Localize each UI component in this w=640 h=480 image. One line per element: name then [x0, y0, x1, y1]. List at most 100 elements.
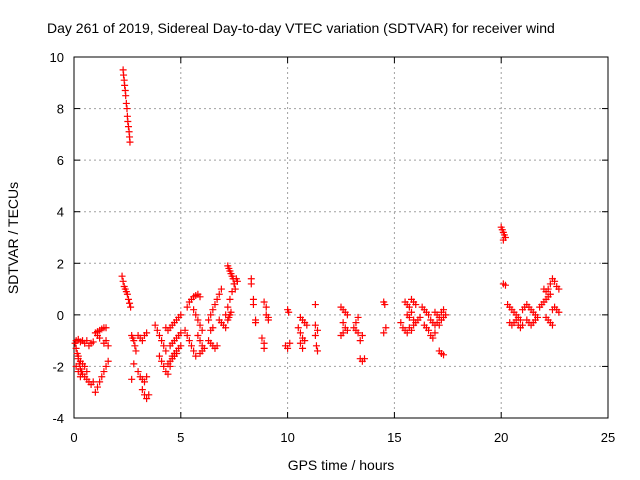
- x-tick-label: 20: [494, 430, 508, 445]
- data-point: [83, 337, 91, 345]
- data-point: [143, 395, 151, 403]
- data-point: [555, 285, 563, 293]
- chart-title: Day 261 of 2019, Sidereal Day-to-day VTE…: [47, 20, 555, 36]
- data-point: [343, 311, 351, 319]
- data-point: [435, 321, 443, 329]
- data-point: [405, 303, 413, 311]
- data-point: [158, 337, 166, 345]
- data-point: [227, 308, 235, 316]
- data-point: [134, 368, 142, 376]
- data-point: [155, 331, 163, 339]
- data-point: [96, 378, 104, 386]
- data-point: [211, 301, 219, 309]
- data-point: [153, 326, 161, 334]
- data-point: [431, 329, 439, 337]
- data-point: [534, 313, 542, 321]
- data-point: [96, 334, 104, 342]
- data-point: [130, 337, 138, 345]
- data-point: [230, 280, 238, 288]
- x-tick-label: 15: [387, 430, 401, 445]
- data-point: [286, 339, 294, 347]
- data-point: [74, 368, 82, 376]
- data-point: [258, 334, 266, 342]
- data-point: [190, 347, 198, 355]
- data-point: [143, 329, 151, 337]
- data-point: [124, 123, 132, 131]
- data-point: [519, 321, 527, 329]
- data-point: [123, 290, 131, 298]
- data-point: [403, 329, 411, 337]
- data-point: [209, 324, 217, 332]
- plot-frame: [73, 56, 609, 419]
- y-axis-label: SDTVAR / TECUs: [5, 182, 21, 294]
- y-axis: -4 -2 0 2 4 6 8 10: [50, 50, 608, 426]
- data-point: [72, 344, 80, 352]
- data-point: [192, 311, 200, 319]
- data-point: [177, 311, 185, 319]
- y-tick-label: 8: [57, 102, 64, 117]
- data-point: [301, 337, 309, 345]
- data-point: [213, 342, 221, 350]
- data-point: [207, 311, 215, 319]
- data-point: [185, 337, 193, 345]
- data-point: [76, 373, 84, 381]
- data-point: [122, 92, 130, 100]
- x-axis: 0 5 10 15 20 25: [70, 57, 615, 445]
- data-point: [93, 383, 101, 391]
- data-point: [501, 281, 509, 289]
- data-point: [215, 316, 223, 324]
- data-point: [381, 301, 389, 309]
- y-tick-label: 4: [57, 205, 64, 220]
- data-point: [72, 362, 80, 370]
- data-point: [194, 331, 202, 339]
- data-point: [104, 342, 112, 350]
- data-point: [299, 344, 307, 352]
- data-point: [249, 301, 257, 309]
- data-point: [397, 319, 405, 327]
- data-point: [121, 81, 129, 89]
- data-point: [187, 342, 195, 350]
- data-point: [382, 324, 390, 332]
- data-point: [104, 357, 112, 365]
- data-point: [222, 324, 230, 332]
- data-point: [181, 326, 189, 334]
- data-point: [128, 375, 136, 383]
- data-point: [405, 313, 413, 321]
- data-point: [442, 311, 450, 319]
- y-tick-label: 2: [57, 256, 64, 271]
- data-point: [262, 303, 270, 311]
- data-point: [229, 275, 237, 283]
- data-point: [102, 337, 110, 345]
- data-point: [285, 308, 293, 316]
- data-point: [151, 321, 159, 329]
- data-point: [123, 105, 131, 113]
- data-point: [499, 236, 507, 244]
- data-point: [209, 306, 217, 314]
- data-point: [303, 321, 311, 329]
- data-point: [145, 391, 153, 399]
- data-point: [119, 277, 127, 285]
- data-point: [164, 370, 172, 378]
- data-point: [196, 293, 204, 301]
- grid-lines: [74, 57, 608, 418]
- data-point: [339, 329, 347, 337]
- data-point: [143, 373, 151, 381]
- x-tick-label: 0: [70, 430, 77, 445]
- y-tick-label: -2: [52, 359, 64, 374]
- data-point: [177, 342, 185, 350]
- data-point: [548, 321, 556, 329]
- data-point: [407, 308, 415, 316]
- data-point: [356, 337, 364, 345]
- data-point: [126, 138, 134, 146]
- data-point: [183, 331, 191, 339]
- data-point: [102, 324, 110, 332]
- data-point: [160, 342, 168, 350]
- data-point: [425, 311, 433, 319]
- data-point: [198, 347, 206, 355]
- data-point: [294, 324, 302, 332]
- data-point: [260, 344, 268, 352]
- data-point: [284, 344, 292, 352]
- data-point: [124, 117, 132, 125]
- data-point: [98, 373, 106, 381]
- data-series: [71, 66, 563, 403]
